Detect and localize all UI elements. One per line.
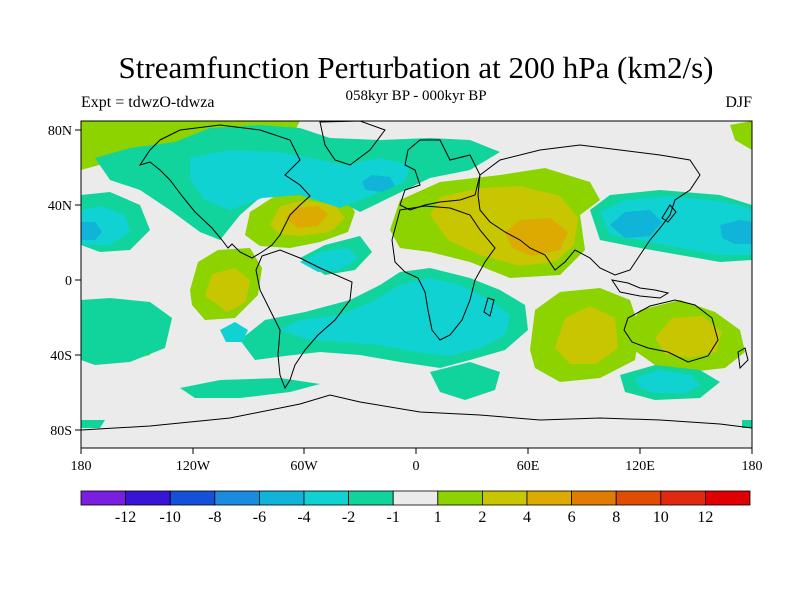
season-label: DJF xyxy=(725,94,752,111)
colorbar: -12 -10 -8 -6 -4 -2 -1 1 2 4 6 8 10 12 xyxy=(80,490,751,526)
coast-south-america xyxy=(255,249,353,390)
colorbar-label: 12 xyxy=(697,509,713,526)
coast-greenland xyxy=(319,121,386,166)
lon-label: 180 xyxy=(742,459,763,474)
lon-label: 180 xyxy=(71,459,92,474)
experiment-label: Expt = tdwzO-tdwza xyxy=(81,94,215,111)
colorbar-box xyxy=(615,490,662,506)
colorbar-box xyxy=(526,490,572,506)
colorbar-box xyxy=(660,490,706,506)
contour-level-cyan xyxy=(81,150,752,393)
colorbar-label: -6 xyxy=(253,509,266,526)
colorbar-box xyxy=(303,490,349,506)
coast-madagascar xyxy=(483,297,495,317)
coast-new-zealand xyxy=(737,347,749,370)
lon-label: 120E xyxy=(625,459,655,474)
lon-label: 120W xyxy=(176,459,211,474)
colorbar-label: -8 xyxy=(208,509,221,526)
lat-label: 40S xyxy=(50,349,72,364)
colorbar-box xyxy=(169,490,216,506)
colorbar-label: -2 xyxy=(342,509,355,526)
lat-label: 0 xyxy=(65,274,72,289)
colorbar-box xyxy=(392,490,439,506)
colorbar-box xyxy=(214,490,260,506)
colorbar-label: 10 xyxy=(653,509,669,526)
colorbar-label: -12 xyxy=(115,509,136,526)
colorbar-label: 1 xyxy=(434,509,442,526)
colorbar-box xyxy=(705,490,751,506)
colorbar-label: 8 xyxy=(612,509,620,526)
lat-label: 80N xyxy=(48,124,72,139)
lat-label: 80S xyxy=(50,424,72,439)
plot-subtitle: 058kyr BP - 000kyr BP xyxy=(345,88,487,104)
colorbar-box xyxy=(258,490,305,506)
contour-fill xyxy=(81,121,752,448)
colorbar-label: 4 xyxy=(523,509,531,526)
lon-label: 60E xyxy=(517,459,540,474)
plot-title: Streamfunction Perturbation at 200 hPa (… xyxy=(118,50,714,85)
contour-level-orange xyxy=(285,206,568,256)
coast-australia xyxy=(623,299,719,363)
colorbar-box xyxy=(80,490,126,506)
colorbar-label: -1 xyxy=(387,509,400,526)
coast-north-america xyxy=(138,124,311,259)
coast-europe xyxy=(399,139,481,211)
colorbar-box xyxy=(437,490,483,506)
lat-label: 40N xyxy=(48,199,72,214)
colorbar-box xyxy=(125,490,171,506)
coastlines xyxy=(81,121,752,431)
colorbar-label: -4 xyxy=(297,509,310,526)
coast-asia xyxy=(477,144,701,276)
colorbar-box xyxy=(571,490,617,506)
lon-label: 0 xyxy=(413,459,420,474)
coast-indonesia xyxy=(610,279,670,299)
contour-level-blue xyxy=(81,175,752,244)
coast-japan xyxy=(661,204,677,223)
colorbar-box xyxy=(481,490,528,506)
coast-africa xyxy=(391,205,496,341)
coast-antarctica xyxy=(81,394,752,431)
colorbar-label: -10 xyxy=(160,509,181,526)
tick-marks xyxy=(75,129,753,454)
colorbar-label: 6 xyxy=(568,509,576,526)
colorbar-label: 2 xyxy=(478,509,486,526)
longitude-labels: 180 120W 60W 0 60E 120E 180 xyxy=(71,459,763,474)
colorbar-box xyxy=(348,490,394,506)
lon-label: 60W xyxy=(290,459,318,474)
latitude-labels: 80N 40N 0 40S 80S xyxy=(48,124,72,439)
